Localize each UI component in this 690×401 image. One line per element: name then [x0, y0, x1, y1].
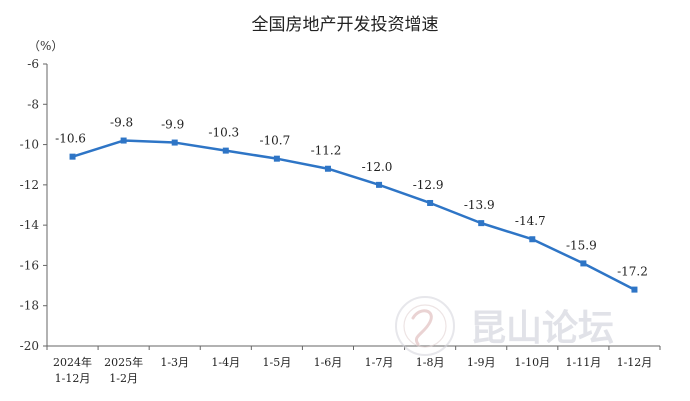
x-tick-label: 1-2月: [109, 372, 138, 385]
x-tick-label: 1-6月: [314, 356, 343, 369]
y-tick-label: -18: [20, 299, 39, 313]
watermark: 昆山论坛: [395, 296, 614, 356]
y-tick-label: -14: [20, 218, 40, 232]
y-tick-label: -12: [20, 178, 39, 192]
watermark-logo-inner-icon: [403, 304, 447, 348]
data-point: [631, 286, 638, 293]
data-point: [120, 137, 127, 144]
x-tick-label: 1-4月: [211, 356, 240, 369]
x-tick-label: 1-11月: [566, 356, 602, 369]
x-tick-label: 1-5月: [263, 356, 292, 369]
data-label: -9.8: [110, 116, 133, 130]
x-tick-label: 1-3月: [160, 356, 189, 369]
data-point: [171, 139, 178, 146]
data-label: -11.2: [311, 144, 342, 158]
data-label: -12.9: [413, 178, 444, 192]
data-label: -12.0: [362, 160, 393, 174]
data-point: [376, 181, 383, 188]
data-point: [222, 147, 229, 154]
data-label: -9.9: [161, 118, 184, 132]
x-tick-label: 1-8月: [416, 356, 445, 369]
x-tick-label: 1-10月: [514, 356, 550, 369]
watermark-text: 昆山论坛: [470, 308, 614, 349]
data-point: [478, 220, 485, 227]
data-label: -13.9: [464, 198, 495, 212]
y-tick-label: -8: [27, 97, 39, 111]
data-point: [69, 153, 76, 160]
y-tick-label: -16: [20, 258, 39, 272]
x-tick-label: 2024年: [53, 355, 92, 369]
x-ticks: 2024年 1-12月 2025年 1-2月 1-3月 1-4月 1-5月 1-6月 1-7月 1…: [46, 346, 661, 385]
data-label: -17.2: [617, 265, 648, 279]
data-label: -10.6: [55, 132, 86, 146]
series-line: [69, 137, 638, 293]
y-tick-label: -20: [20, 339, 39, 353]
data-label: -10.7: [259, 134, 290, 148]
series-polyline: [72, 139, 636, 291]
data-point: [580, 260, 587, 267]
data-point: [273, 155, 280, 162]
x-tick-label: 1-7月: [365, 356, 394, 369]
data-labels: -10.6 -9.8 -9.9 -10.3 -10.7 -11.2 -12.0 -12.9 -1…: [55, 116, 648, 279]
watermark-logo-stroke-icon: [411, 309, 433, 346]
axes: [46, 64, 660, 347]
watermark-logo-icon: [395, 296, 455, 356]
chart-title: 全国房地产开发投资增速: [252, 15, 439, 35]
data-point: [427, 199, 434, 206]
data-point: [324, 165, 331, 172]
x-tick-label: 1-12月: [617, 356, 653, 369]
data-label: -15.9: [566, 238, 597, 252]
y-unit-label: （%）: [28, 39, 63, 53]
data-point: [529, 236, 536, 243]
x-tick-label: 1-12月: [55, 372, 91, 385]
y-tick-label: -10: [20, 138, 39, 152]
y-tick-label: -6: [27, 57, 39, 71]
x-tick-label: 1-9月: [467, 356, 496, 369]
data-label: -10.3: [208, 126, 239, 140]
y-ticks: -6 -8 -10 -12 -14 -16 -18 -20: [20, 57, 47, 353]
x-tick-label: 2025年: [104, 355, 143, 369]
data-label: -14.7: [515, 214, 546, 228]
